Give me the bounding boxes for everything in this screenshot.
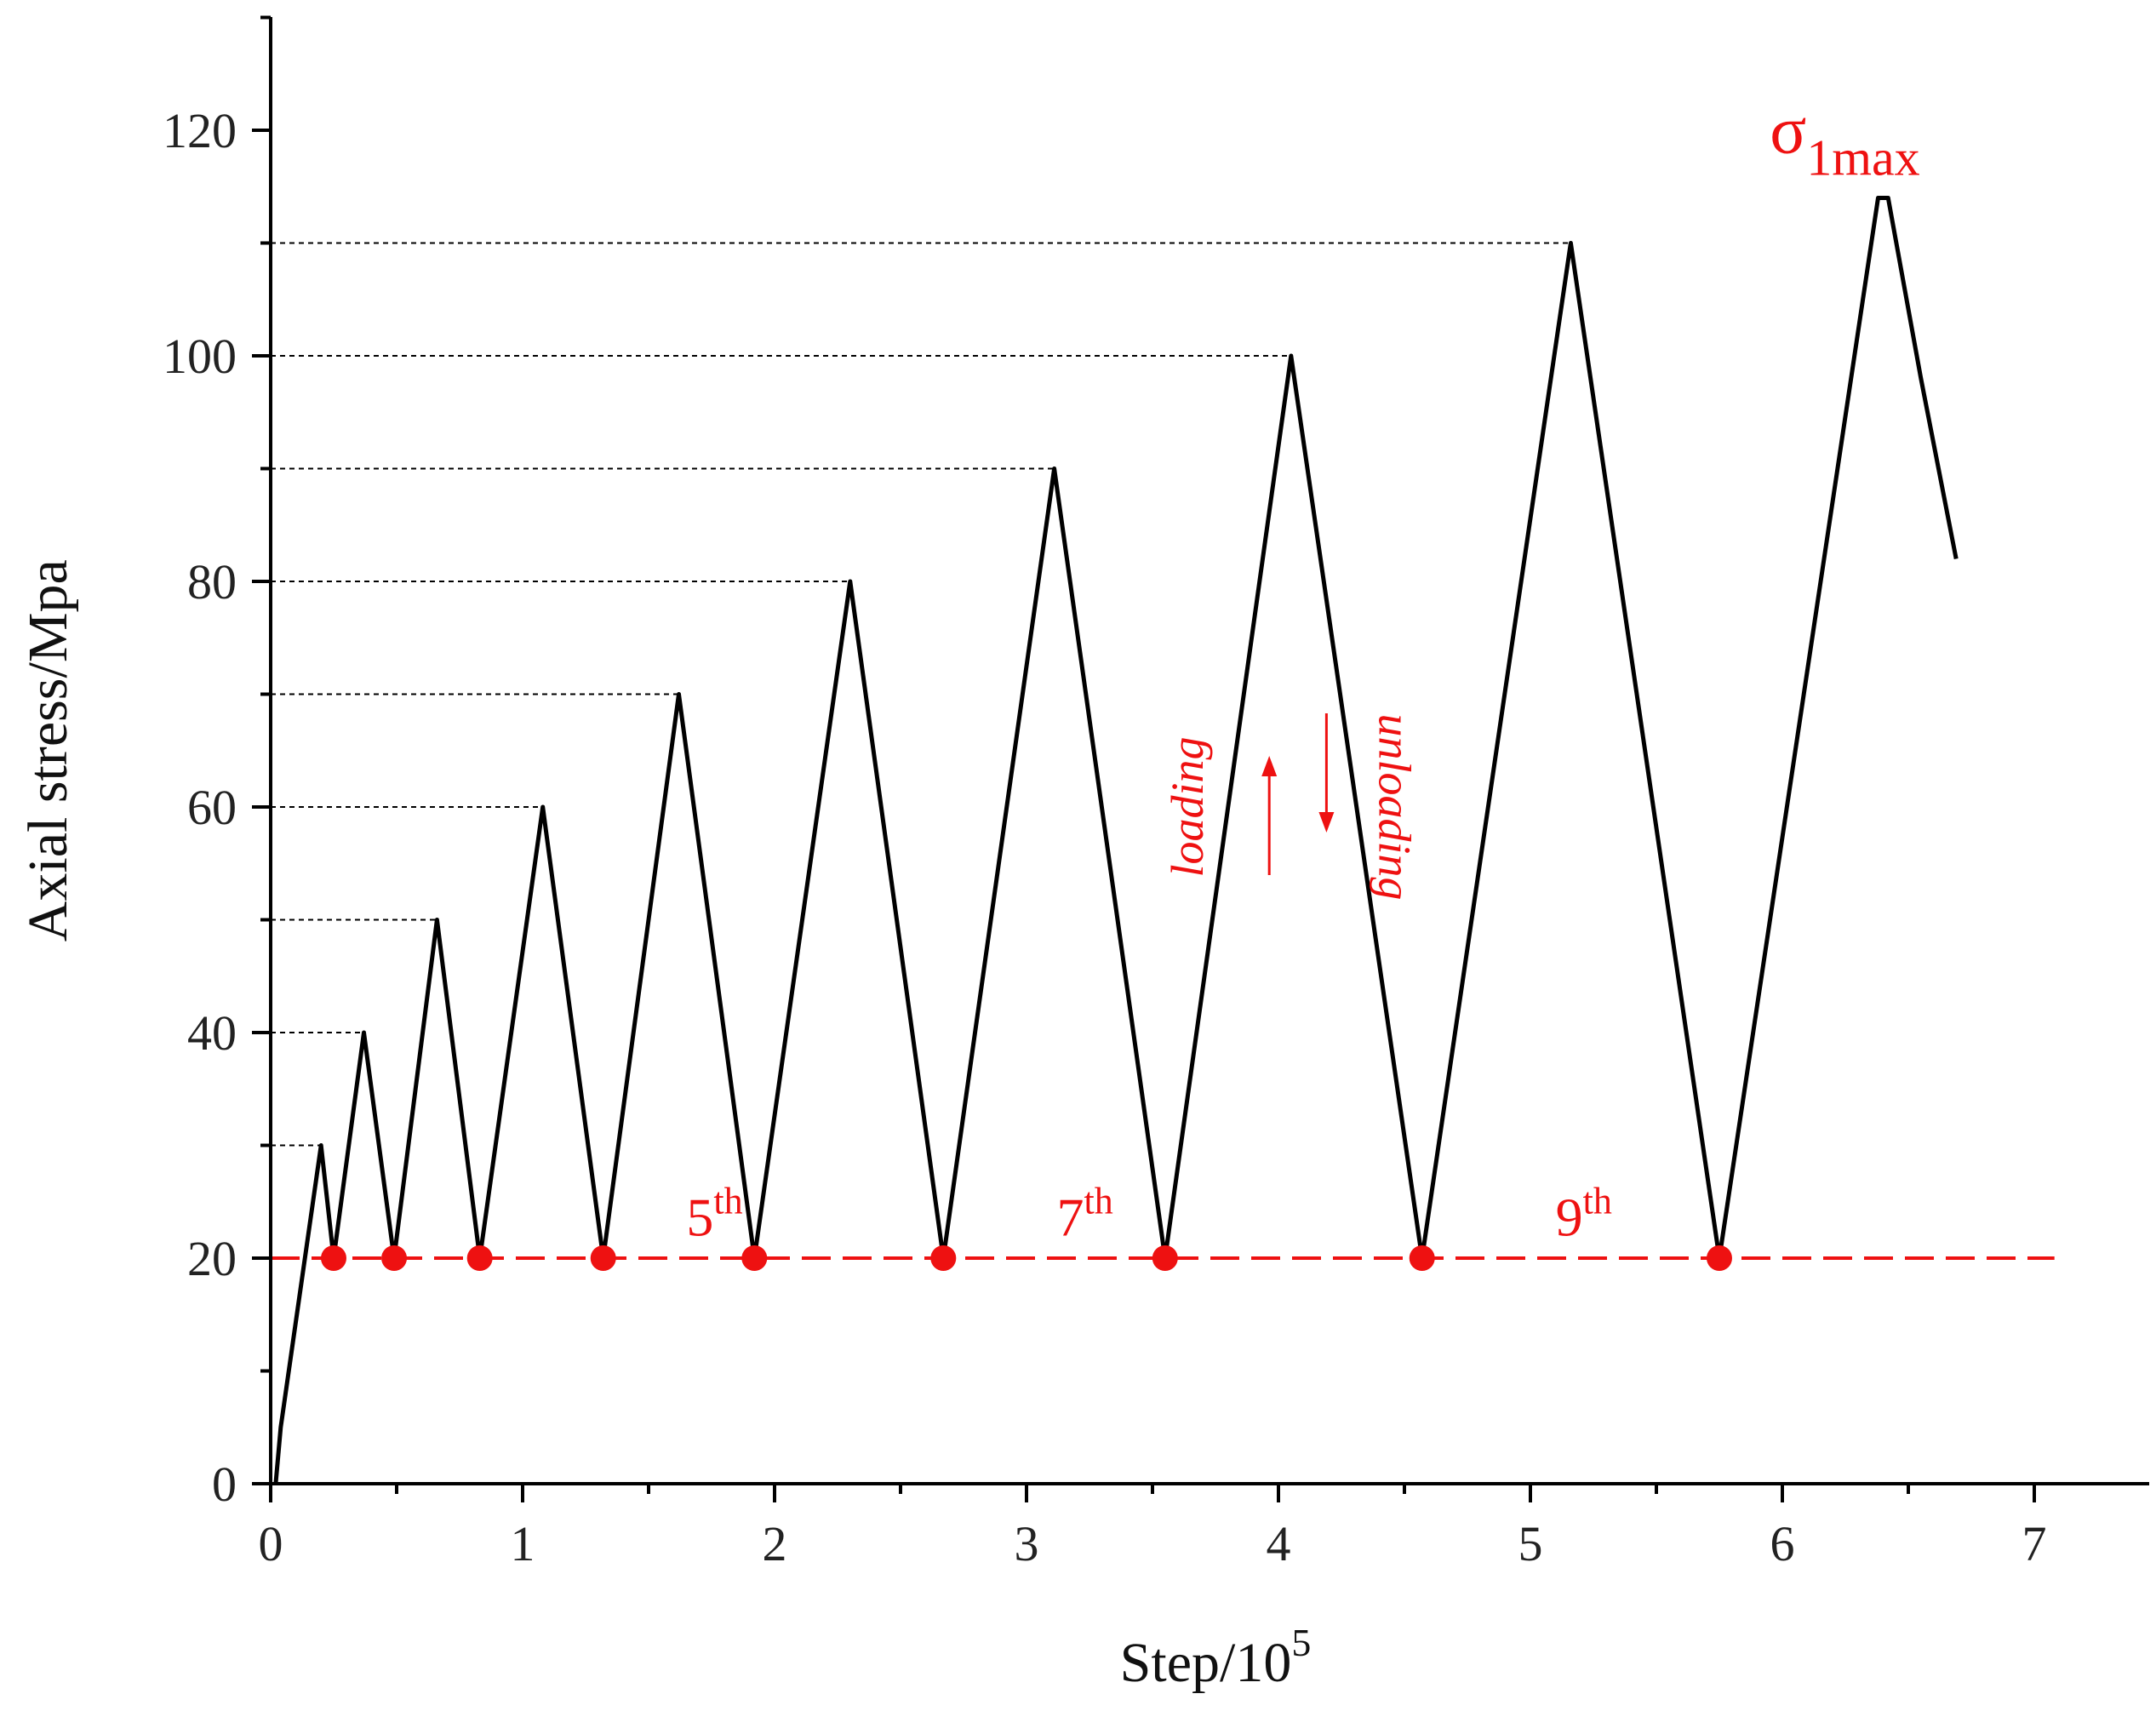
x-tick-label: 3 — [1015, 1516, 1039, 1571]
x-tick-label: 5 — [1518, 1516, 1543, 1571]
stress-curve — [273, 196, 1959, 1485]
axes: 0 1 2 3 4 5 6 7 0 20 40 60 80 100 120 — [163, 15, 2149, 1571]
cycle-label-9th: 9th — [1556, 1181, 1612, 1248]
valley-marker — [1707, 1245, 1732, 1271]
loading-arrow-head — [1261, 756, 1278, 776]
valley-marker — [1409, 1245, 1435, 1271]
y-tick-label: 0 — [212, 1456, 237, 1512]
cycle-label-5th-sup: th — [713, 1181, 742, 1222]
cycle-label-7th-base: 7 — [1057, 1187, 1084, 1248]
y-tick-label: 40 — [187, 1005, 237, 1061]
annotations: 5th 7th 9th loading unloading σ1max — [686, 94, 1919, 1248]
y-tick-label: 80 — [187, 554, 237, 609]
x-tick-label: 6 — [1770, 1516, 1795, 1571]
valley-marker — [590, 1245, 616, 1271]
loading-label: loading — [1162, 736, 1213, 877]
unloading-label: unloading — [1369, 713, 1420, 900]
load-arrows — [1261, 713, 1335, 875]
valley-marker — [930, 1245, 957, 1271]
valley-marker — [466, 1245, 493, 1271]
x-axis-title-exponent: 5 — [1291, 1621, 1311, 1664]
y-tick-label: 60 — [187, 780, 237, 835]
valley-marker — [321, 1245, 346, 1271]
valley-markers — [321, 1245, 1732, 1271]
x-tick-label: 1 — [511, 1516, 535, 1571]
x-tick-label: 4 — [1267, 1516, 1291, 1571]
valley-marker — [1152, 1245, 1178, 1271]
peak-label-sub: 1max — [1806, 130, 1919, 186]
x-axis-title-text: Step/10 — [1120, 1632, 1292, 1694]
y-tick-label: 120 — [163, 103, 237, 158]
y-axis-title: Axial stress/Mpa — [17, 559, 79, 941]
cycle-label-9th-base: 9 — [1556, 1187, 1583, 1248]
cycle-label-5th-base: 5 — [686, 1187, 713, 1248]
cycle-label-9th-sup: th — [1583, 1181, 1612, 1222]
x-tick-label: 7 — [2022, 1516, 2047, 1571]
y-tick-label: 20 — [187, 1231, 237, 1286]
unloading-arrow-head — [1318, 812, 1335, 833]
x-tick-label: 2 — [763, 1516, 787, 1571]
cycle-label-7th: 7th — [1057, 1181, 1113, 1248]
cycle-label-5th: 5th — [686, 1181, 742, 1248]
cycle-label-7th-sup: th — [1084, 1181, 1113, 1222]
peak-label-sigma: σ — [1770, 94, 1806, 169]
y-tick-label: 100 — [163, 329, 237, 384]
curve-group — [273, 196, 1959, 1485]
valley-marker — [741, 1245, 768, 1271]
x-tick-label: 0 — [259, 1516, 283, 1571]
peak-label: σ1max — [1770, 94, 1919, 186]
x-axis-title: Step/105 — [1120, 1621, 1312, 1694]
peak-guides — [271, 242, 1571, 1147]
valley-marker — [381, 1245, 408, 1271]
